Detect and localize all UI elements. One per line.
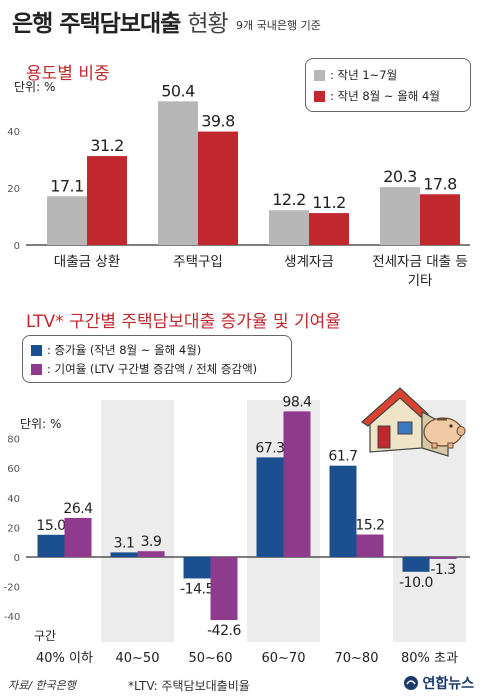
bar-prev (380, 187, 420, 245)
y-tick-label: 0 (14, 241, 20, 252)
bar-growth (256, 457, 284, 557)
legend-label-growth: : 증가율 (작년 8월 ~ 올해 4월) (47, 343, 202, 357)
category-label: 주택구입 (173, 254, 223, 270)
legend-item-contribution: : 기여율 (LTV 구간별 증감액 / 전체 증감액) (31, 361, 257, 377)
ltv-footnote: *LTV: 주택담보대출비율 (128, 679, 250, 693)
bar-contribution (356, 534, 384, 557)
category-label: 70~80 (335, 651, 379, 666)
section2-title: LTV* 구간별 주택담보대출 증가율 및 기여율 (26, 312, 341, 332)
category-label: 60~70 (262, 651, 306, 666)
category-label: 기타 (408, 273, 433, 289)
legend-swatch-gray (314, 69, 325, 81)
data-label: 39.8 (201, 112, 235, 131)
data-label: 17.8 (423, 174, 457, 193)
legend-item-prev: : 작년 1~7월 (314, 67, 397, 83)
bar-growth (110, 552, 138, 557)
data-label: 67.3 (255, 440, 284, 456)
bar-growth (329, 465, 357, 557)
legend-swatch-purple (31, 363, 42, 375)
data-label: 15.2 (355, 518, 384, 534)
y-tick-label: 20 (7, 523, 20, 534)
bar-contribution (64, 517, 92, 557)
bar-growth (37, 534, 65, 557)
category-label: 40% 이하 (36, 651, 93, 666)
bar-recent (198, 131, 238, 245)
data-label: 31.2 (90, 136, 124, 155)
y-tick-label: 40 (7, 494, 20, 505)
bar-contribution (283, 411, 311, 557)
y-tick-label: 20 (7, 184, 20, 195)
yonhap-logo: 연합뉴스 (403, 673, 474, 693)
chart-usage-share: 단위: % 0 20 40 17.1 31.2 대출금 상환 50.4 39.8 주택구입 12.2… (7, 80, 470, 289)
bar-growth (183, 557, 211, 579)
legend-chart2: : 증가율 (작년 8월 ~ 올해 4월) : 기여율 (LTV 구간별 증감액… (22, 335, 292, 383)
y-tick-label: 40 (7, 127, 20, 138)
title-note: 9개 국내은행 기준 (236, 19, 321, 32)
piggy-bank-icon (423, 417, 466, 449)
yonhap-logo-text: 연합뉴스 (422, 676, 474, 692)
data-label: 3.9 (141, 534, 162, 550)
section1-title: 용도별 비중 (26, 64, 110, 84)
legend-chart1: : 작년 1~7월 : 작년 8월 ~ 올해 4월 (305, 58, 471, 112)
legend-item-growth: : 증가율 (작년 8월 ~ 올해 4월) (31, 342, 201, 358)
data-label: 50.4 (161, 81, 195, 100)
data-label: 12.2 (272, 190, 306, 209)
source-credit: 자료/ 한국은행 (8, 679, 76, 692)
y-tick-label: 60 (7, 464, 20, 475)
data-label: 15.0 (36, 518, 65, 534)
legend-swatch-blue (31, 344, 42, 356)
legend-label-recent: : 작년 8월 ~ 올해 4월 (330, 89, 440, 103)
x-axis-title: 구간 (34, 629, 56, 643)
bar-prev (158, 101, 198, 245)
y-axis-unit: 단위: % (20, 417, 61, 431)
yonhap-logo-icon (404, 676, 419, 690)
title-main: 은행 주택담보대출 (12, 11, 181, 37)
data-label: 61.7 (328, 449, 357, 465)
category-label: 생계자금 (284, 254, 334, 270)
y-axis-unit: 단위: % (14, 80, 55, 94)
category-label: 전세자금 대출 등 (372, 254, 468, 270)
data-label: 20.3 (383, 167, 417, 186)
data-label: 26.4 (63, 501, 93, 517)
bar-recent (87, 156, 127, 245)
bar-contribution (429, 557, 457, 559)
bar-contribution (137, 551, 165, 557)
data-label: 17.1 (50, 176, 84, 195)
data-label: -14.5 (180, 581, 214, 597)
data-label: -42.6 (207, 623, 241, 639)
page-title: 은행 주택담보대출 현황 (12, 4, 229, 38)
bar-recent (420, 194, 460, 245)
data-label: 3.1 (114, 535, 135, 551)
y-tick-label: -40 (4, 612, 20, 623)
bar-contribution (210, 557, 238, 621)
legend-swatch-red (314, 90, 325, 102)
data-label: -10.0 (399, 575, 433, 591)
data-label: 11.2 (312, 193, 346, 212)
y-tick-label: 80 (7, 435, 20, 446)
category-label: 대출금 상환 (54, 254, 120, 270)
y-tick-label: -20 (4, 583, 20, 594)
column-band (101, 400, 174, 642)
bar-prev (269, 210, 309, 245)
category-label: 50~60 (189, 651, 233, 666)
category-label: 40~50 (116, 651, 160, 666)
title-sub: 현황 (187, 11, 228, 37)
legend-label-prev: : 작년 1~7월 (330, 68, 398, 82)
data-label: -1.3 (430, 562, 455, 578)
legend-label-contribution: : 기여율 (LTV 구간별 증감액 / 전체 증감액) (47, 362, 258, 376)
data-label: 98.4 (282, 394, 312, 410)
bar-growth (402, 557, 430, 572)
legend-item-recent: : 작년 8월 ~ 올해 4월 (314, 88, 440, 104)
category-label: 80% 초과 (401, 651, 458, 666)
y-tick-label: 0 (14, 553, 20, 564)
bar-recent (309, 213, 349, 245)
bar-prev (47, 196, 87, 245)
